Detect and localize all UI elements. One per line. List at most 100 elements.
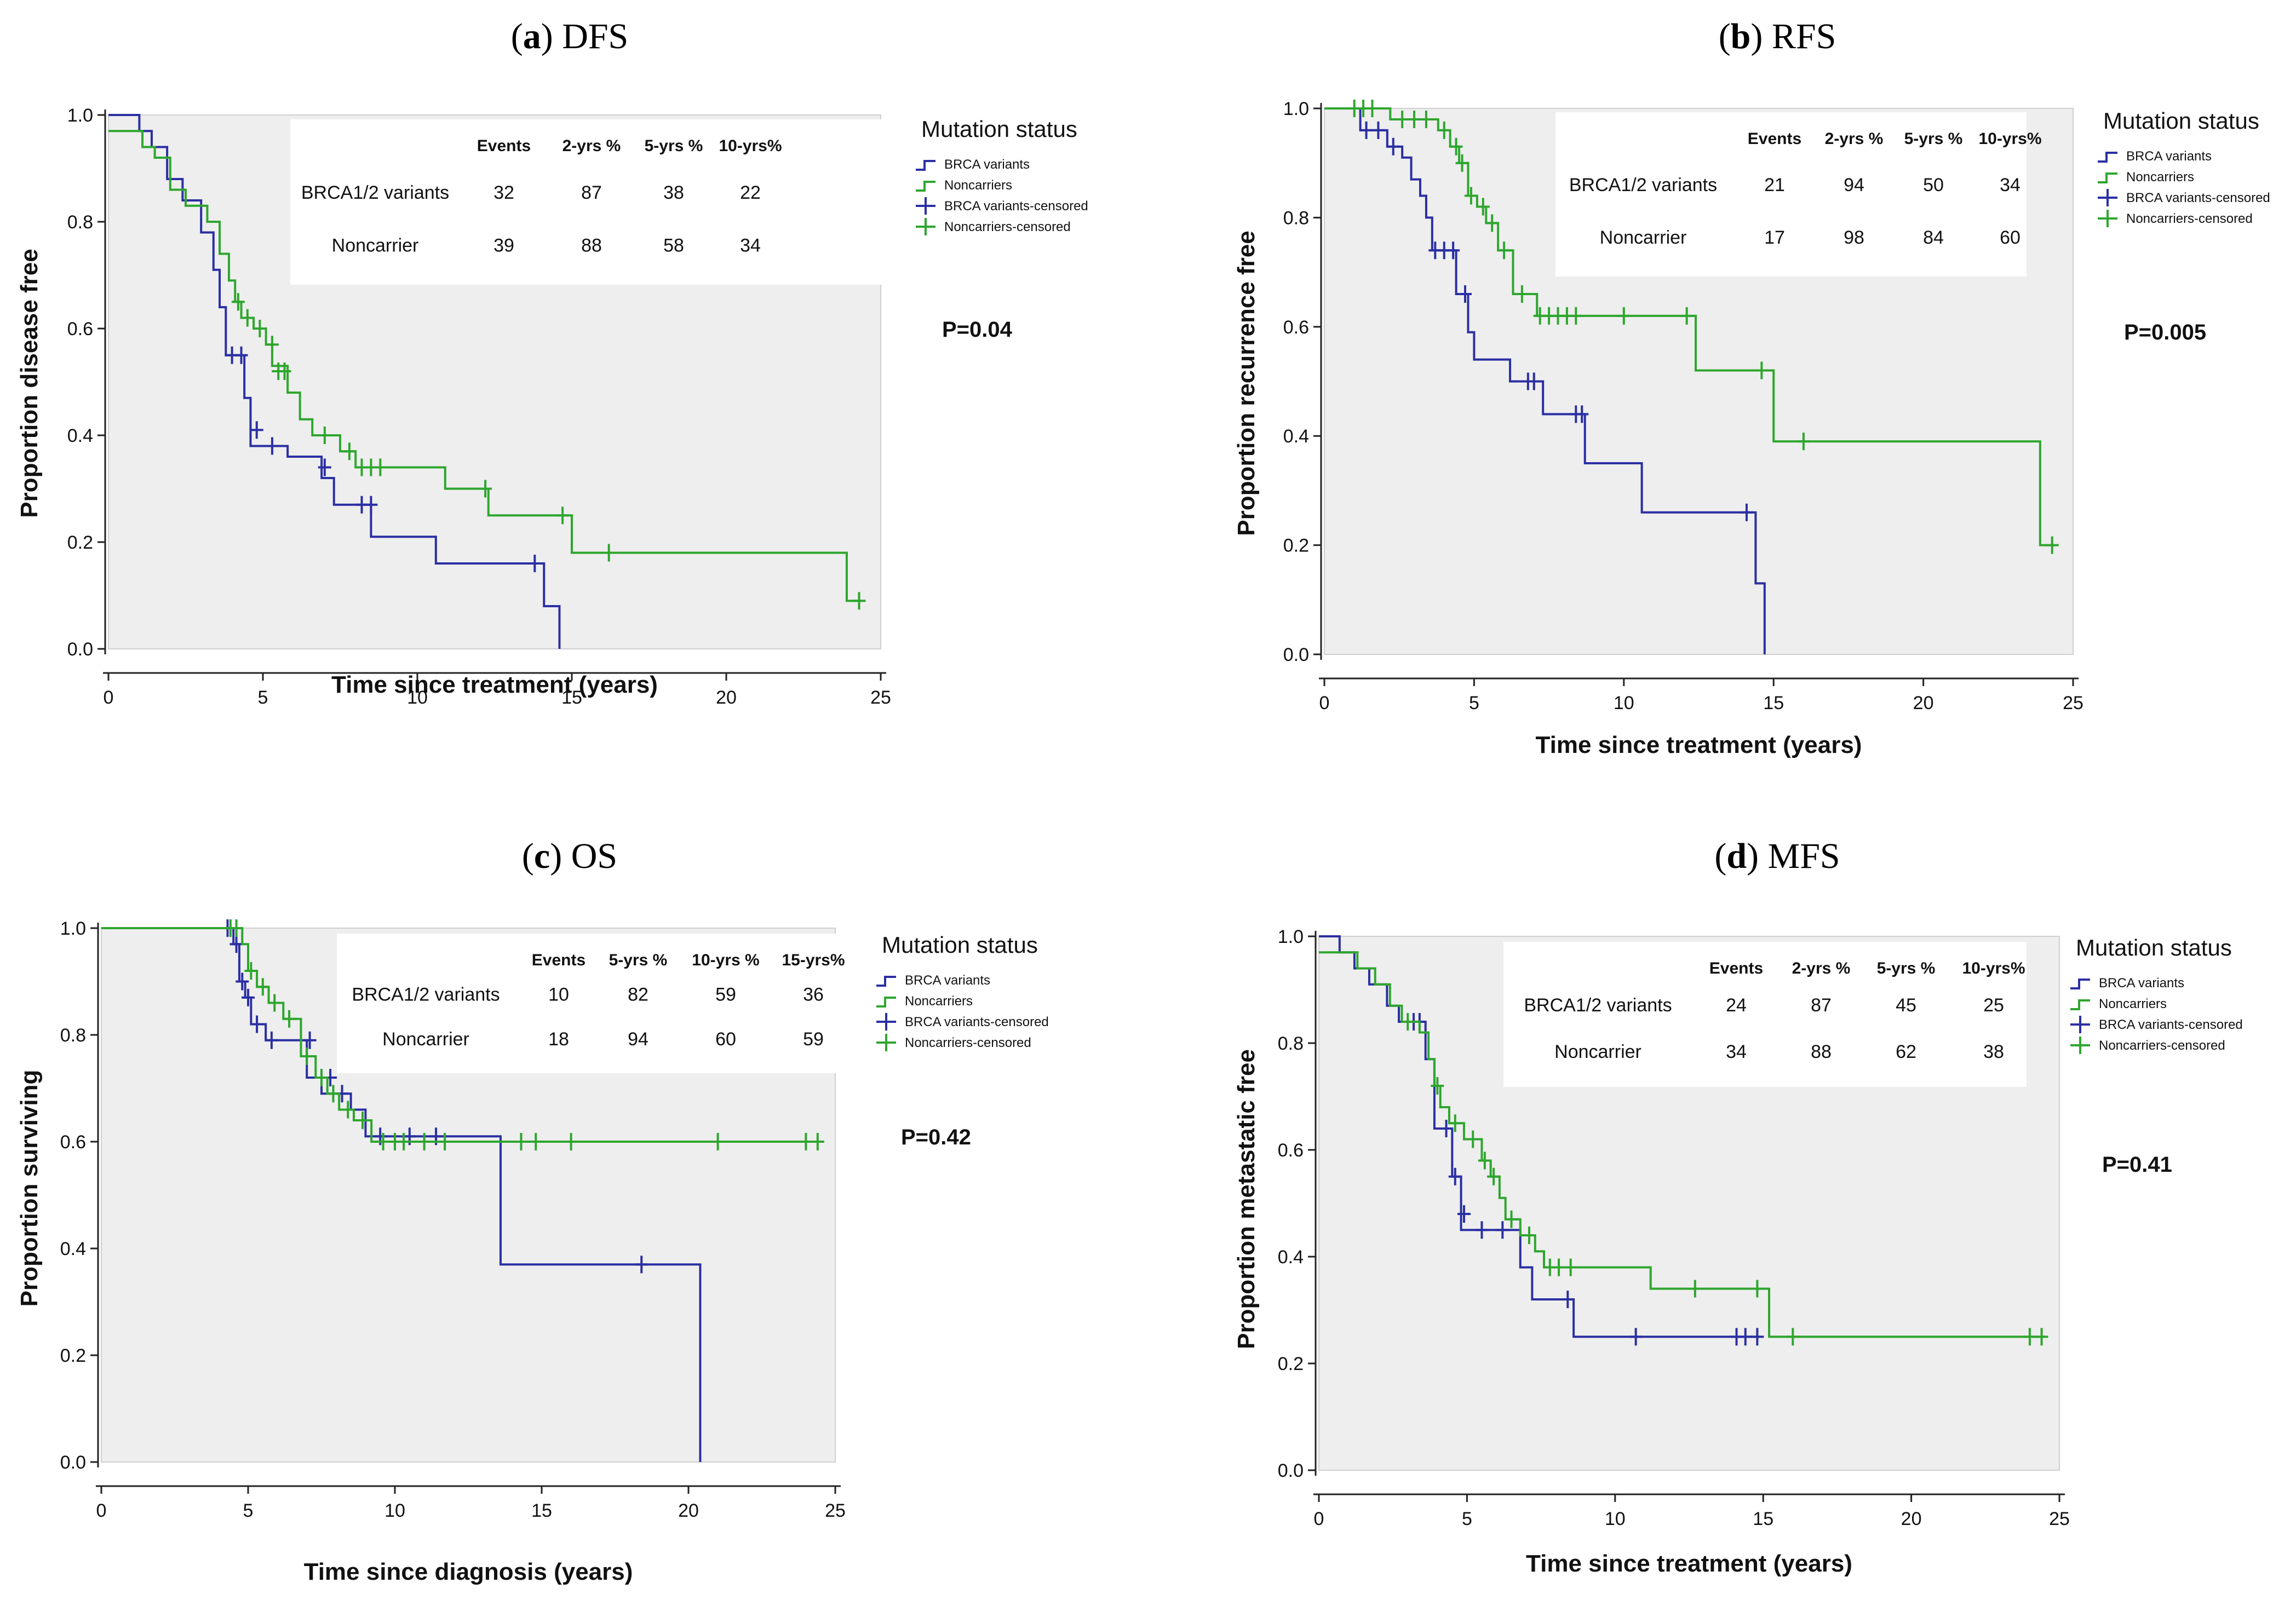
censor-mark-noncarrier (514, 1133, 528, 1150)
x-axis-title: Time since treatment (years) (331, 671, 658, 698)
p-value: P=0.41 (2102, 1153, 2172, 1177)
censor-mark-noncarrier (1796, 433, 1810, 451)
x-tick-label: 25 (2049, 1509, 2070, 1529)
title-open: ( (511, 16, 523, 56)
y-tick-label: 0.4 (1278, 1247, 1304, 1268)
censor-mark-noncarrier (1476, 198, 1490, 216)
censor-mark-noncarrier (1448, 1114, 1462, 1132)
censor-mark-brca (1439, 1120, 1453, 1137)
censor-mark-noncarrier (265, 336, 279, 354)
censor-mark-noncarrier (1437, 121, 1451, 139)
censor-mark-brca (236, 972, 249, 991)
table-cell: 34 (1726, 1041, 1747, 1062)
km-curve-noncarrier (101, 927, 821, 1143)
legend-swatch-line (2098, 172, 2117, 183)
censor-mark-brca (234, 346, 248, 364)
panel-name: DFS (562, 16, 628, 56)
censor-mark-noncarrier (1515, 285, 1529, 303)
censor-mark-noncarrier (529, 1133, 543, 1150)
y-tick-label: 0.0 (1283, 644, 1309, 665)
censor-mark-noncarrier (1401, 1013, 1415, 1031)
table-cell: 10 (548, 984, 569, 1005)
legend-item-label: Noncarriers (905, 994, 973, 1009)
title-close: ) (550, 836, 571, 876)
y-tick-label: 0.2 (60, 1345, 86, 1366)
censor-mark-noncarrier (1396, 110, 1409, 128)
table-cell: 38 (1983, 1041, 2004, 1062)
censor-mark-brca (1459, 285, 1472, 303)
panel-a: (a) DFS 0.0 0.2 0.4 0.6 0.8 1.0 0 5 10 15 20 25 Time … (16, 16, 1088, 708)
x-tick-label: 20 (678, 1500, 699, 1521)
legend-item-label: Noncarriers-censored (944, 220, 1071, 234)
x-tick-label: 20 (1913, 693, 1934, 713)
legend-swatch-censor (2098, 210, 2117, 227)
censor-mark-brca (1527, 372, 1541, 390)
table-cell: 87 (1811, 995, 1832, 1016)
table-header: 5-yrs % (609, 951, 668, 969)
censor-mark-brca (1738, 1328, 1752, 1346)
censor-mark-noncarrier (2035, 1328, 2048, 1346)
y-tick-label: 0.8 (1283, 208, 1309, 228)
x-tick-label: 25 (825, 1500, 846, 1521)
legend-item-label: BRCA variants (2099, 976, 2184, 991)
censor-mark-brca (265, 437, 279, 455)
censor-mark-brca (1447, 241, 1460, 260)
legend-item-label: BRCA variants (2126, 149, 2212, 164)
censor-mark-noncarrier (342, 442, 356, 461)
table-row-label: Noncarrier (1554, 1041, 1641, 1062)
legend-item-label: BRCA variants (905, 973, 990, 988)
legend-title: Mutation status (921, 116, 1077, 142)
panel-b: (b) RFS 0.0 0.2 0.4 0.6 0.8 1.0 0 5 10 15 20 25 Time … (1233, 16, 2270, 758)
censor-mark-noncarrier (374, 458, 387, 476)
legend-item-label: BRCA variants-censored (2099, 1017, 2243, 1032)
table-header: 5-yrs % (1877, 959, 1936, 977)
table-cell: 82 (628, 984, 648, 1005)
censor-mark-noncarrier (397, 1133, 411, 1150)
table-cell: 94 (628, 1029, 648, 1050)
censor-mark-noncarrier (268, 994, 282, 1012)
table-row-label: BRCA1/2 variants (352, 984, 500, 1005)
censor-mark-noncarrier (1750, 1280, 1764, 1298)
table-header: 15-yrs% (782, 951, 845, 969)
censor-mark-noncarrier (1408, 110, 1421, 128)
censor-mark-brca (242, 988, 255, 1006)
y-tick-label: 0.6 (1283, 317, 1309, 338)
y-axis-title: Proportion metastatic free (1233, 1049, 1260, 1349)
y-tick-label: 1.0 (1278, 926, 1304, 947)
table-cell: 59 (803, 1029, 824, 1050)
table-cell: 60 (2000, 227, 2021, 248)
censor-mark-brca (229, 935, 243, 953)
table-header: Events (1748, 130, 1801, 148)
censor-mark-brca (1740, 503, 1753, 521)
title-close: ) (1747, 836, 1767, 876)
table-row-label: Noncarrier (1600, 227, 1687, 248)
legend-item-label: BRCA variants (944, 157, 1030, 172)
censor-mark-noncarrier (1786, 1328, 1800, 1346)
table-cell: 34 (2000, 175, 2021, 195)
legend-item-label: Noncarriers-censored (2099, 1038, 2225, 1053)
legend-swatch-line (876, 997, 896, 1008)
y-tick-label: 0.2 (1283, 536, 1309, 556)
censor-mark-noncarrier (1522, 1227, 1536, 1244)
y-tick-label: 0.0 (67, 639, 93, 660)
table-row-label: BRCA1/2 variants (1569, 175, 1717, 195)
table-header: Events (477, 137, 531, 155)
x-tick-label: 20 (1901, 1509, 1922, 1529)
stats-table-box (1555, 112, 2027, 277)
legend-swatch-censor (916, 218, 935, 235)
x-tick-label: 0 (96, 1500, 107, 1521)
table-header: 10-yrs% (1962, 959, 2025, 977)
censor-mark-brca (1359, 121, 1373, 139)
table-cell: 22 (740, 182, 761, 203)
table-cell: 87 (581, 182, 602, 203)
censor-mark-noncarrier (1617, 307, 1631, 325)
x-tick-label: 10 (384, 1500, 405, 1521)
legend: Mutation status BRCA variants Noncarriers B… (916, 116, 1088, 235)
x-tick-label: 5 (1469, 693, 1479, 713)
y-tick-label: 0.8 (1278, 1033, 1304, 1054)
censor-mark-brca (265, 1031, 278, 1049)
censor-mark-brca (1371, 121, 1385, 139)
legend-swatch-censor (2070, 1016, 2090, 1033)
title-open: ( (522, 836, 534, 876)
y-axis-title: Proportion disease free (16, 249, 43, 517)
